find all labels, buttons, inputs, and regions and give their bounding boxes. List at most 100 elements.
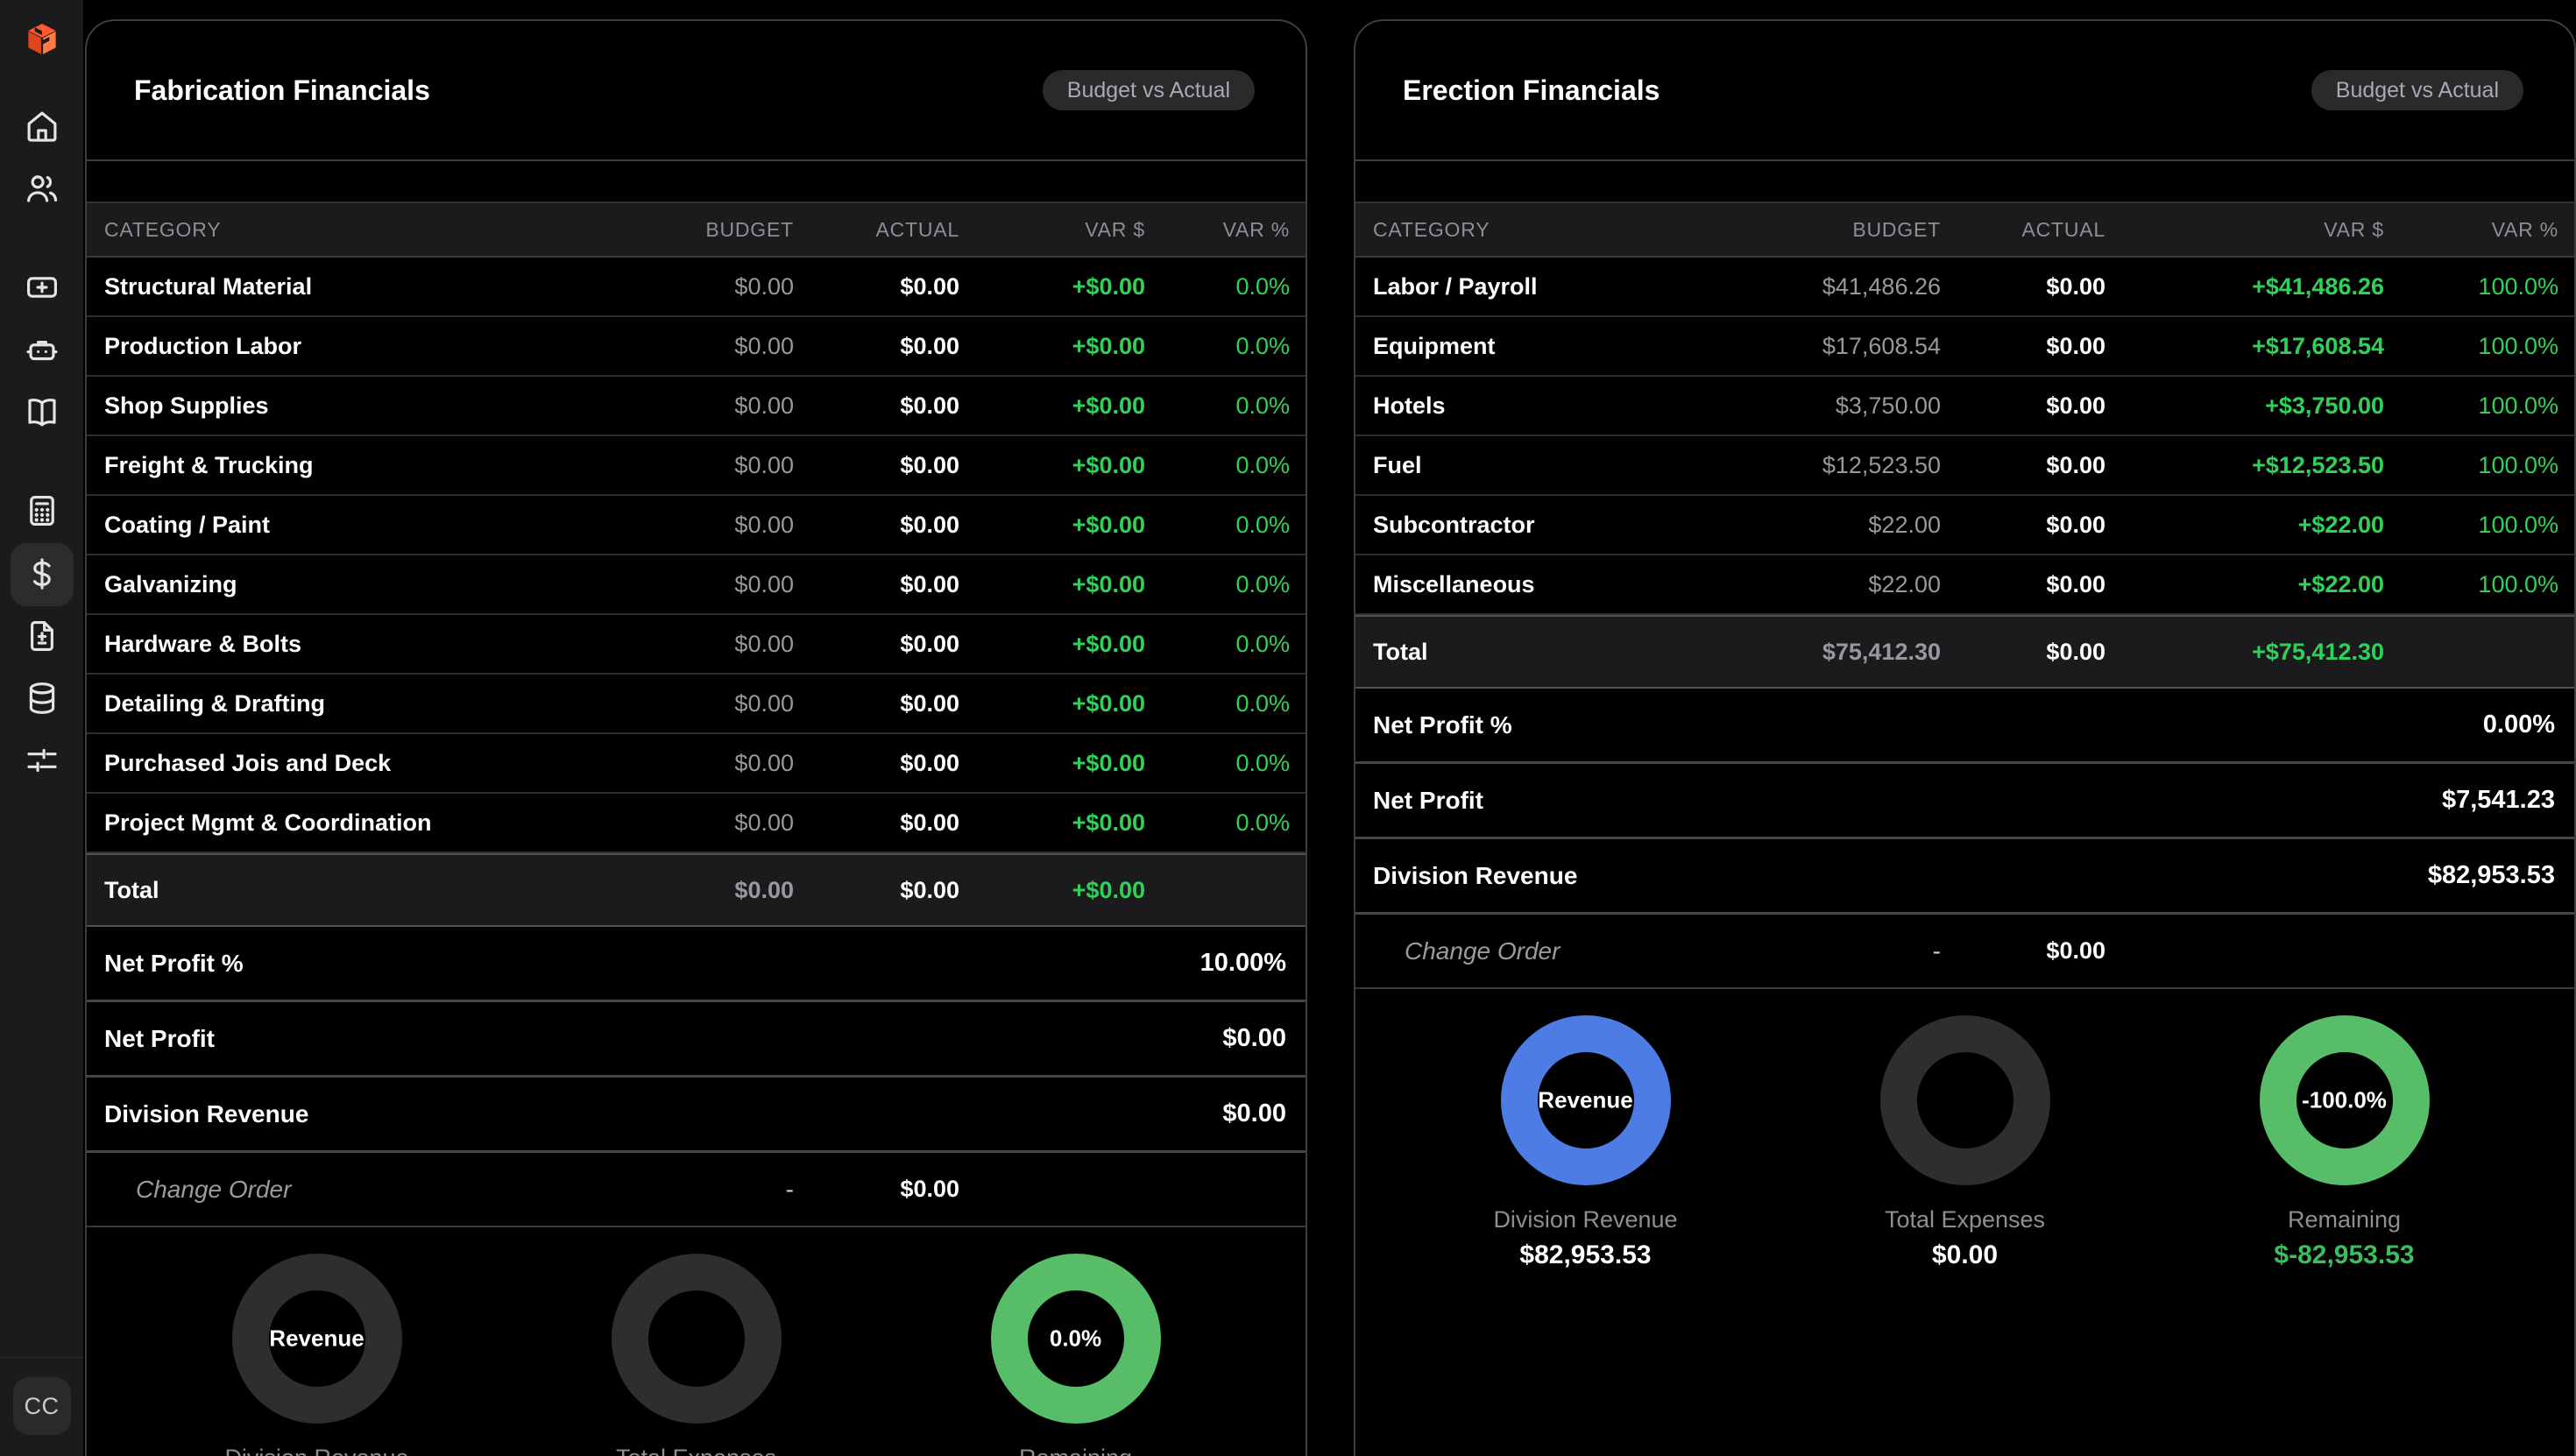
sidebar-footer: CC	[0, 1357, 83, 1456]
table-row: Coating / Paint $0.00 $0.00 +$0.00 0.0%	[87, 496, 1306, 555]
actual-cell: $0.00	[2046, 511, 2105, 538]
robot-icon	[24, 331, 60, 371]
summary-label: Net Profit %	[1373, 710, 1512, 739]
var-pct-cell: 100.0%	[2478, 451, 2558, 478]
donut-ring-chart	[611, 1254, 782, 1424]
donut-item: Revenue Division Revenue $82,953.53	[1396, 1015, 1775, 1271]
var-pct-cell: 0.0%	[1235, 451, 1290, 478]
change-order-budget-cell: -	[1932, 937, 1941, 965]
budget-cell: $0.00	[734, 809, 794, 836]
var-pct-cell: 0.0%	[1235, 332, 1290, 359]
summary-value: $0.00	[1222, 1024, 1286, 1052]
sidebar-item-calculator[interactable]	[11, 481, 74, 543]
summary-row: Net Profit $0.00	[87, 1002, 1306, 1078]
donut-item: Total Expenses $0.00	[1775, 1015, 2155, 1271]
table-row: Project Mgmt & Coordination $0.00 $0.00 +$0…	[87, 794, 1306, 853]
var-pct-cell: 0.0%	[1235, 570, 1290, 597]
change-order-actual-cell: $0.00	[900, 1176, 959, 1202]
sidebar-item-book[interactable]	[11, 382, 74, 444]
sidebar-item-financials[interactable]	[10, 543, 74, 606]
var-pct-cell: 100.0%	[2478, 392, 2558, 419]
sidebar-item-card-plus[interactable]	[11, 258, 74, 320]
summary-value: $82,953.53	[2427, 861, 2555, 889]
donut-label: Remaining	[1019, 1443, 1132, 1456]
table-row: Labor / Payroll $41,486.26 $0.00 +$41,486.2…	[1355, 258, 2574, 317]
column-header: VAR $	[2324, 217, 2384, 241]
actual-cell: $0.00	[2046, 451, 2105, 478]
donut-label: Division Revenue	[1493, 1206, 1678, 1233]
summary-row: Net Profit $7,541.23	[1355, 764, 2574, 839]
category-cell: Miscellaneous	[1373, 570, 1535, 597]
user-avatar-badge[interactable]: CC	[12, 1377, 71, 1435]
category-cell: Structural Material	[104, 272, 313, 300]
category-cell: Hardware & Bolts	[104, 630, 302, 657]
donut-center-label: Revenue	[1538, 1086, 1633, 1113]
header-table-spacer	[87, 161, 1306, 201]
actual-cell: $0.00	[2046, 392, 2105, 419]
panel-header: Fabrication Financials Budget vs Actual	[87, 21, 1306, 161]
sidebar-item-file-adjust[interactable]	[11, 606, 74, 668]
var-dollar-cell: +$0.00	[1072, 809, 1145, 836]
total-var-dollar-cell: +$75,412.30	[2252, 638, 2384, 665]
summary-label: Net Profit %	[104, 949, 244, 977]
sidebar-item-database[interactable]	[11, 668, 74, 731]
actual-cell: $0.00	[900, 809, 959, 836]
fabrication-financials-panel: Fabrication Financials Budget vs Actual …	[85, 19, 1307, 1456]
column-header: BUDGET	[705, 217, 794, 241]
category-cell: Galvanizing	[104, 570, 237, 597]
budget-vs-actual-toggle[interactable]: Budget vs Actual	[1042, 70, 1255, 110]
sidebar-item-settings[interactable]	[11, 731, 74, 793]
donut-chart-row: Revenue Division Revenue $82,953.53 Total E…	[1355, 989, 2574, 1271]
category-cell: Shop Supplies	[104, 392, 269, 419]
budget-cell: $0.00	[734, 749, 794, 776]
dollar-icon	[24, 555, 60, 595]
budget-cell: $41,486.26	[1822, 272, 1941, 300]
var-pct-cell: 0.0%	[1235, 630, 1290, 657]
budget-cell: $0.00	[734, 511, 794, 538]
var-dollar-cell: +$0.00	[1072, 332, 1145, 359]
summary-value: $7,541.23	[2441, 786, 2555, 814]
table-header-row: CATEGORY BUDGET ACTUAL VAR $ VAR %	[87, 201, 1306, 258]
change-order-row: Change Order - $0.00	[87, 1153, 1306, 1227]
donut-ring-chart: Revenue	[231, 1254, 402, 1424]
summary-row: Division Revenue $0.00	[87, 1078, 1306, 1153]
sidebar-item-users[interactable]	[11, 159, 74, 221]
panel-header: Erection Financials Budget vs Actual	[1355, 21, 2574, 161]
donut-label: Total Expenses	[1884, 1206, 2046, 1233]
home-icon	[24, 108, 60, 147]
var-dollar-cell: +$0.00	[1072, 511, 1145, 538]
column-header: CATEGORY	[104, 217, 222, 241]
category-cell: Coating / Paint	[104, 511, 270, 538]
users-icon	[24, 170, 60, 209]
var-pct-cell: 100.0%	[2478, 511, 2558, 538]
budget-cell: $0.00	[734, 332, 794, 359]
donut-label: Remaining	[2287, 1206, 2402, 1233]
table-row: Purchased Jois and Deck $0.00 $0.00 +$0.00 0…	[87, 734, 1306, 794]
category-cell: Subcontractor	[1373, 511, 1535, 538]
actual-cell: $0.00	[900, 272, 959, 300]
var-dollar-cell: +$0.00	[1072, 630, 1145, 657]
column-header: ACTUAL	[2021, 217, 2105, 241]
budget-vs-actual-toggle[interactable]: Budget vs Actual	[2311, 70, 2523, 110]
summary-label: Net Profit	[1373, 786, 1483, 814]
sidebar-item-home[interactable]	[11, 96, 74, 159]
brand-logo-icon[interactable]	[20, 18, 64, 61]
card-plus-icon	[24, 269, 60, 308]
summary-row: Division Revenue $82,953.53	[1355, 839, 2574, 915]
page-title: Erection Financials	[1403, 74, 1660, 106]
table-row: Hardware & Bolts $0.00 $0.00 +$0.00 0.0%	[87, 615, 1306, 675]
var-pct-cell: 0.0%	[1235, 272, 1290, 300]
donut-value: $-82,953.53	[2274, 1240, 2415, 1269]
actual-cell: $0.00	[900, 451, 959, 478]
header-table-spacer	[1355, 161, 2574, 201]
sidebar-item-robot[interactable]	[11, 320, 74, 382]
table-header-row: CATEGORY BUDGET ACTUAL VAR $ VAR %	[1355, 201, 2574, 258]
donut-center-label: 0.0%	[1049, 1325, 1102, 1352]
var-pct-cell: 100.0%	[2478, 570, 2558, 597]
total-label: Total	[104, 876, 159, 903]
column-header: CATEGORY	[1373, 217, 1490, 241]
file-plus-minus-icon	[24, 618, 60, 657]
category-cell: Equipment	[1373, 332, 1496, 359]
